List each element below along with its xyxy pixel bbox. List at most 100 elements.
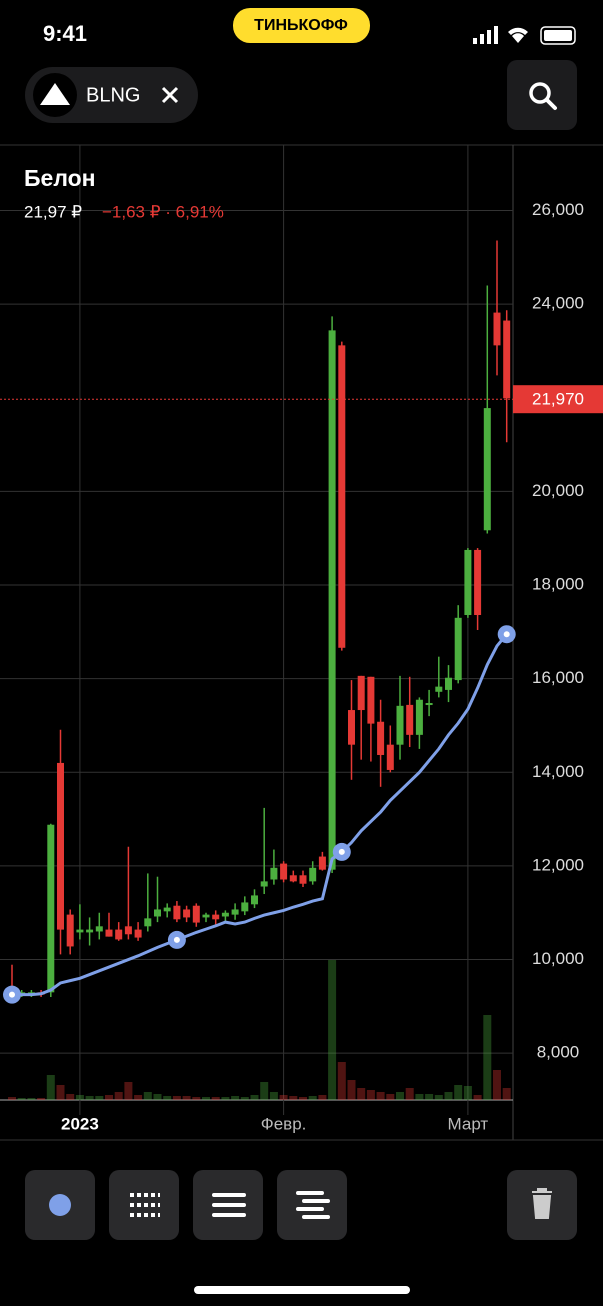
volume-bar xyxy=(318,1095,327,1100)
volume-bar xyxy=(134,1095,143,1100)
volume-bar xyxy=(366,1090,375,1100)
candle-body xyxy=(328,330,336,870)
candle-body xyxy=(289,875,297,882)
search-icon-handle xyxy=(545,98,557,110)
candle-body xyxy=(57,762,64,930)
volume-bar xyxy=(483,1015,492,1100)
volume-bar xyxy=(299,1097,307,1100)
volume-bar xyxy=(153,1094,162,1100)
candle-body xyxy=(251,895,258,905)
candle-body xyxy=(415,699,423,735)
candle-body xyxy=(464,549,472,616)
ma-handle-dot xyxy=(503,631,510,638)
volume-bar xyxy=(463,1086,472,1100)
candle-body xyxy=(367,676,375,724)
instrument-name: Белон xyxy=(24,165,96,191)
volume-bar xyxy=(454,1085,463,1100)
candle-body xyxy=(154,909,161,917)
candle-body xyxy=(163,907,171,912)
volume-bar xyxy=(425,1094,434,1100)
volume-bar xyxy=(56,1085,65,1100)
y-tick-label: 14,000 xyxy=(532,762,584,781)
volume-bar xyxy=(124,1082,133,1100)
candle-body xyxy=(115,929,123,940)
candle-body xyxy=(47,824,55,993)
trash-icon xyxy=(532,1188,552,1219)
candle-body xyxy=(270,867,278,880)
volume-bar xyxy=(415,1094,424,1100)
candle-body xyxy=(309,867,317,882)
volume-bar xyxy=(163,1096,172,1100)
candle-body xyxy=(260,881,268,887)
toolbar xyxy=(25,1170,577,1240)
tool-icon xyxy=(296,1191,330,1219)
candle-body xyxy=(183,909,191,918)
candle-body xyxy=(124,926,132,935)
volume-bar xyxy=(105,1095,113,1100)
tool-icon xyxy=(130,1193,160,1217)
volume-bar xyxy=(376,1092,385,1100)
volume-bar xyxy=(405,1088,414,1100)
tool-icon xyxy=(212,1193,246,1217)
candle-body xyxy=(212,914,220,920)
x-tick-label: 2023 xyxy=(61,1114,99,1133)
close-icon[interactable] xyxy=(161,86,179,104)
volume-bar xyxy=(172,1096,181,1100)
volume-bar xyxy=(27,1098,36,1100)
volume-bar xyxy=(8,1097,16,1100)
candle-body xyxy=(299,875,307,884)
candle-body xyxy=(105,929,113,937)
volume-bar xyxy=(221,1097,230,1100)
volume-bar xyxy=(502,1088,511,1100)
price: 21,97 ₽ xyxy=(24,202,82,221)
volume-bar xyxy=(182,1096,191,1100)
search-icon xyxy=(529,82,551,104)
volume-bar xyxy=(357,1088,366,1100)
candle-body xyxy=(377,721,385,755)
candle-body xyxy=(338,345,346,648)
candle-body xyxy=(483,408,491,531)
volume-bar xyxy=(269,1092,278,1100)
brand-badge xyxy=(233,8,370,43)
candle-body xyxy=(445,677,452,690)
candle-body xyxy=(406,704,414,735)
y-tick-label: 20,000 xyxy=(532,481,584,500)
candle-body xyxy=(95,926,103,932)
candle-body xyxy=(241,902,249,912)
volume-bar xyxy=(46,1075,55,1100)
volume-bar xyxy=(95,1096,104,1100)
volume-bar xyxy=(114,1092,123,1100)
volume-bar xyxy=(347,1080,356,1100)
volume-bar xyxy=(66,1094,75,1100)
volume-bar xyxy=(434,1095,443,1100)
y-tick-label: 24,000 xyxy=(532,294,584,313)
y-tick-label: 8,000 xyxy=(537,1043,580,1062)
home-indicator xyxy=(194,1286,410,1294)
volume-bar xyxy=(493,1070,501,1100)
candle-body xyxy=(435,686,443,692)
candle-body xyxy=(425,703,433,706)
tool-icon xyxy=(49,1194,71,1216)
volume-bar xyxy=(328,960,337,1100)
volume-bar xyxy=(75,1095,84,1100)
volume-bar xyxy=(473,1095,482,1100)
tool-button[interactable] xyxy=(277,1170,347,1240)
volume-bar xyxy=(396,1092,404,1100)
y-tick-label: 18,000 xyxy=(532,575,584,594)
search-button[interactable] xyxy=(507,60,577,130)
candle-body xyxy=(192,905,200,923)
candle-body xyxy=(86,929,94,933)
candle-body xyxy=(221,912,229,917)
volume-bar xyxy=(17,1098,26,1100)
ma-handle-dot xyxy=(173,936,180,943)
volume-bar xyxy=(143,1092,152,1100)
candle-body xyxy=(386,744,394,770)
volume-bar xyxy=(289,1096,298,1100)
volume-bar xyxy=(279,1095,288,1100)
y-tick-label: 16,000 xyxy=(532,668,584,687)
volume-bar xyxy=(37,1098,46,1100)
volume-bar xyxy=(444,1092,453,1100)
candle-body xyxy=(134,929,142,938)
